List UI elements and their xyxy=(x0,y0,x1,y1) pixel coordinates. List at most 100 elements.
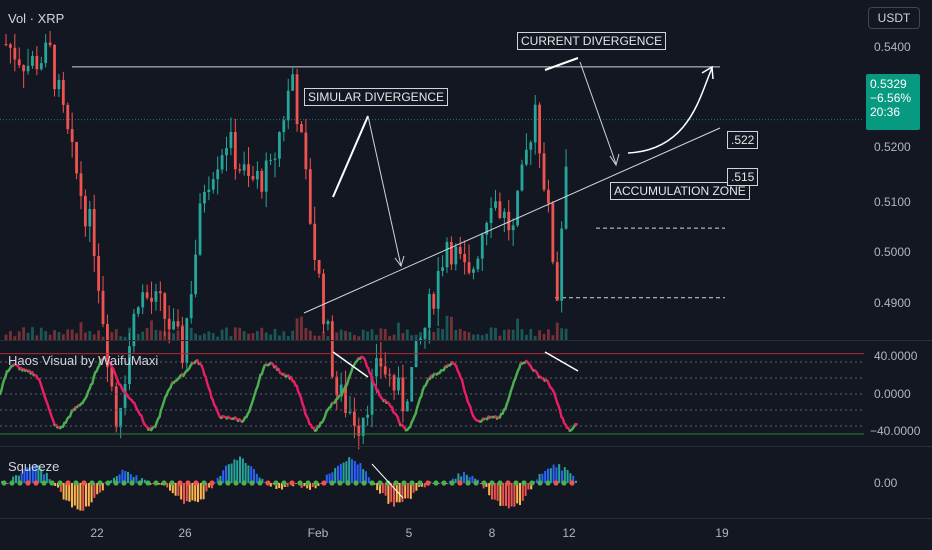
squeeze-bar xyxy=(348,457,351,483)
squeeze-bar xyxy=(213,482,216,484)
volume-bar xyxy=(330,333,334,340)
volume-bar xyxy=(542,333,546,340)
squeeze-dot xyxy=(505,480,511,486)
currency-button[interactable]: USDT xyxy=(868,7,920,29)
candle-body xyxy=(357,425,361,436)
candle-body xyxy=(282,120,286,133)
candle-body xyxy=(300,124,303,133)
price-change: −6.56% xyxy=(870,91,912,105)
volume-bar xyxy=(322,331,325,340)
squeeze-bar xyxy=(227,464,230,483)
candle-body xyxy=(564,166,568,229)
squeeze-bar xyxy=(488,483,491,496)
volume-bar xyxy=(405,329,409,340)
squeeze-bar xyxy=(31,467,34,483)
squeeze-bar xyxy=(437,482,440,484)
volume-bar xyxy=(472,334,475,340)
volume-bar xyxy=(181,324,184,340)
candle-body xyxy=(555,262,559,301)
date-tick: 19 xyxy=(715,526,729,540)
squeeze-dot xyxy=(193,480,199,486)
squeeze-dot xyxy=(57,480,63,486)
squeeze-bar xyxy=(62,483,65,500)
squeeze-bar xyxy=(54,483,57,486)
volume-bar xyxy=(158,330,162,340)
volume-bar xyxy=(463,331,467,340)
squeeze-label[interactable]: Squeeze xyxy=(8,459,60,474)
candle-body xyxy=(295,74,299,125)
candle-body xyxy=(216,169,220,180)
volume-bar xyxy=(247,333,250,340)
last-price: 0.5329 xyxy=(870,77,907,91)
squeeze-bar xyxy=(275,483,278,489)
volume-bar xyxy=(70,329,74,340)
candle-body xyxy=(375,358,378,377)
squeeze-bar xyxy=(365,471,367,483)
squeeze-dot xyxy=(401,480,407,486)
squeeze-bar xyxy=(387,483,390,504)
squeeze-bar xyxy=(339,463,342,483)
volume-bar xyxy=(154,329,158,340)
candle-body xyxy=(154,291,158,302)
symbol-label[interactable]: Vol · XRP xyxy=(8,11,65,26)
candle-body xyxy=(524,149,528,165)
squeeze-dot xyxy=(73,480,79,486)
volume-bar xyxy=(132,336,136,340)
volume-bar xyxy=(61,334,65,340)
squeeze-bar xyxy=(286,483,289,487)
price-tick: 0.5100 xyxy=(874,195,911,209)
volume-bar xyxy=(450,316,453,340)
current-divergence-label[interactable]: CURRENT DIVERGENCE xyxy=(517,32,667,50)
volume-bar xyxy=(414,334,418,340)
volume-bar xyxy=(423,329,427,340)
squeeze-dot xyxy=(169,480,175,486)
squeeze-bar xyxy=(460,476,463,483)
squeeze-dot xyxy=(145,480,151,486)
osc-tick: 40.0000 xyxy=(874,349,918,363)
volume-bar xyxy=(141,331,145,340)
accumulation-zone-label[interactable]: ACCUMULATION ZONE xyxy=(610,182,750,200)
squeeze-dot xyxy=(457,480,463,486)
pane-separator-squeeze[interactable] xyxy=(0,446,932,447)
candle-body xyxy=(383,366,387,375)
volume-bar xyxy=(242,331,246,340)
squeeze-bar xyxy=(367,477,370,483)
squeeze-bar xyxy=(549,468,552,483)
oscillator-label[interactable]: Haos Visual by WaifuMaxi xyxy=(8,353,159,368)
squeeze-bar xyxy=(351,459,353,483)
squeeze-bar xyxy=(57,483,59,488)
squeeze-dot xyxy=(241,480,247,486)
squeeze-bar xyxy=(202,483,205,500)
squeeze-dot xyxy=(33,480,39,486)
squeeze-dot xyxy=(297,480,303,486)
squeeze-bar xyxy=(538,473,541,483)
candle-body xyxy=(66,104,70,130)
volume-bar xyxy=(564,328,568,340)
volume-bar xyxy=(458,328,462,340)
squeeze-bar xyxy=(230,463,233,483)
candle-body xyxy=(97,256,101,291)
squeeze-bar xyxy=(191,483,194,501)
squeeze-bar xyxy=(261,478,264,483)
candle-body xyxy=(220,155,224,170)
pane-separator-oscillator[interactable] xyxy=(0,340,932,341)
squeeze-bar xyxy=(521,483,524,501)
volume-bar xyxy=(13,336,17,340)
volume-bar xyxy=(489,327,493,340)
squeeze-bar xyxy=(26,467,29,483)
volume-bar xyxy=(476,334,480,340)
squeeze-bar xyxy=(390,483,393,503)
level-515-label[interactable]: .515 xyxy=(727,168,759,186)
squeeze-bar xyxy=(311,483,314,487)
squeeze-bar xyxy=(43,474,45,483)
candle-body xyxy=(44,42,48,64)
squeeze-bar xyxy=(37,465,40,483)
similar-divergence-label[interactable]: SIMULAR DIVERGENCE xyxy=(304,88,449,106)
squeeze-bar xyxy=(20,473,23,483)
candle-body xyxy=(485,222,489,235)
candle-body xyxy=(176,321,180,327)
squeeze-bar xyxy=(79,483,82,511)
squeeze-dot xyxy=(41,480,47,486)
level-522-label[interactable]: .522 xyxy=(727,131,759,149)
